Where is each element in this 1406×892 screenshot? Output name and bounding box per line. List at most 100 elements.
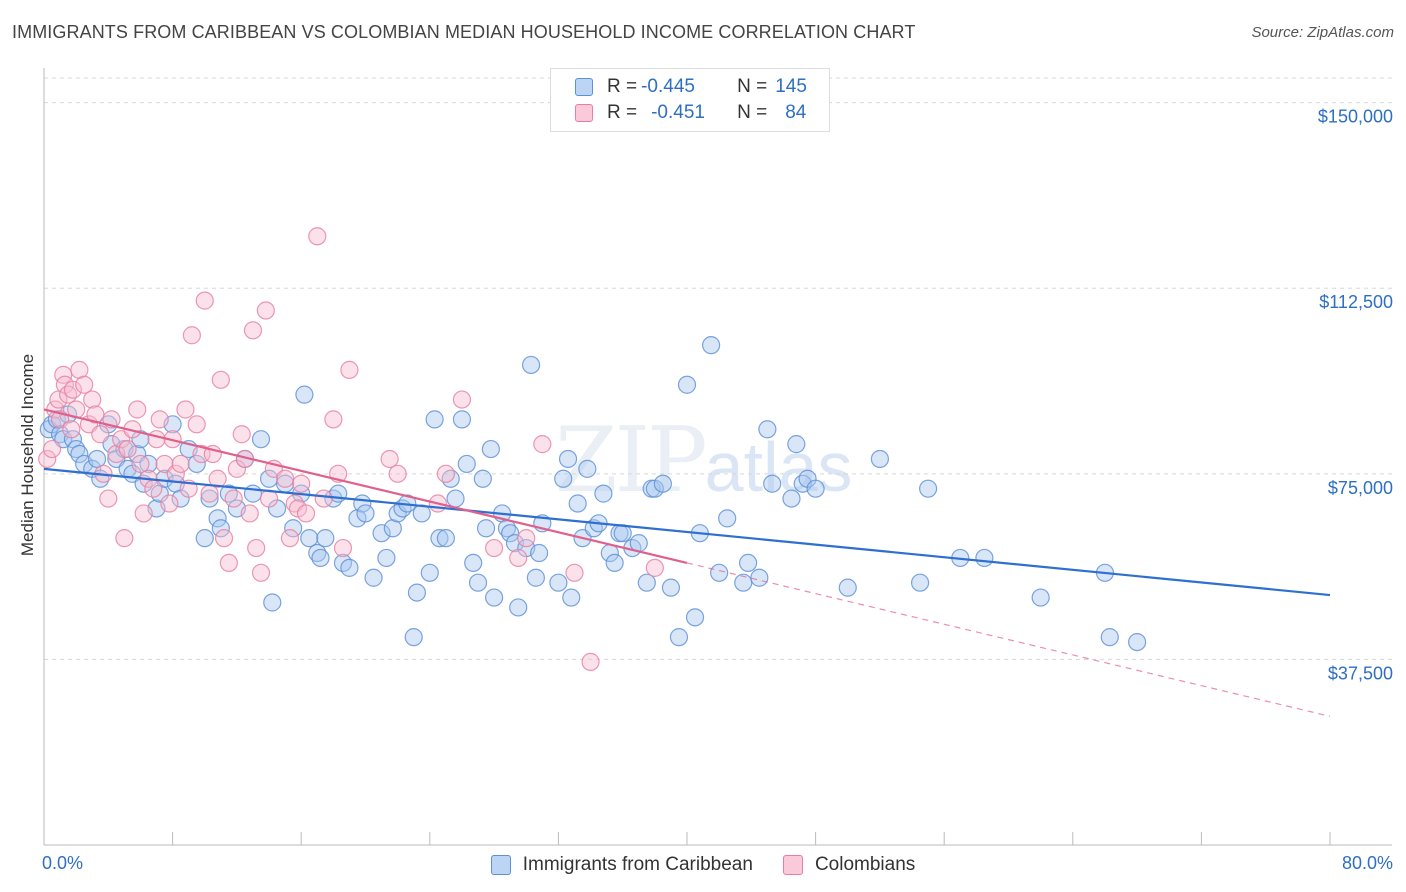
point-caribbean bbox=[910, 573, 930, 592]
point-colombians bbox=[436, 464, 455, 483]
series-legend: Immigrants from Caribbean Colombians bbox=[0, 852, 1406, 878]
point-caribbean bbox=[637, 573, 656, 592]
point-caribbean bbox=[1031, 588, 1050, 607]
point-colombians bbox=[42, 439, 62, 459]
point-caribbean bbox=[468, 573, 488, 592]
point-caribbean bbox=[284, 519, 303, 538]
point-caribbean bbox=[554, 469, 573, 488]
series-swatch-blue bbox=[490, 855, 511, 875]
y-axis-title: Median Household Income bbox=[18, 353, 37, 557]
point-caribbean bbox=[530, 543, 549, 563]
point-colombians bbox=[62, 420, 81, 439]
trend-line-colombians-extension bbox=[686, 562, 1331, 717]
point-colombians bbox=[292, 474, 311, 493]
point-caribbean bbox=[485, 588, 504, 607]
point-caribbean bbox=[568, 494, 587, 513]
legend-r-value: -0.451 bbox=[651, 102, 705, 123]
point-colombians bbox=[219, 553, 238, 573]
source-label: Source: ZipAtlas.com bbox=[1251, 24, 1394, 41]
point-caribbean bbox=[195, 529, 214, 548]
point-caribbean bbox=[505, 534, 525, 553]
point-caribbean bbox=[521, 355, 541, 375]
point-caribbean bbox=[407, 583, 427, 602]
point-caribbean bbox=[187, 454, 206, 474]
point-caribbean bbox=[685, 608, 705, 627]
series-legend-caribbean: Immigrants from Caribbean bbox=[490, 852, 753, 878]
point-caribbean bbox=[295, 385, 314, 404]
point-colombians bbox=[256, 301, 275, 320]
legend-swatch-pink bbox=[575, 104, 593, 122]
legend-n-value: 84 bbox=[785, 102, 807, 123]
x-tick-label: 0.0% bbox=[42, 853, 83, 873]
point-caribbean bbox=[605, 553, 624, 573]
legend-n-value: 145 bbox=[775, 76, 807, 97]
point-colombians bbox=[75, 375, 94, 394]
point-caribbean bbox=[549, 573, 568, 592]
point-colombians bbox=[485, 538, 504, 558]
point-colombians bbox=[99, 489, 118, 508]
watermark-atlas: atlas bbox=[704, 428, 853, 506]
point-caribbean bbox=[243, 484, 263, 503]
point-caribbean bbox=[211, 519, 230, 538]
point-caribbean bbox=[263, 593, 282, 612]
point-colombians bbox=[333, 538, 353, 558]
trend-line-caribbean bbox=[43, 467, 1331, 597]
point-colombians bbox=[308, 227, 327, 246]
point-caribbean bbox=[251, 430, 271, 449]
point-colombians bbox=[340, 360, 359, 379]
point-caribbean bbox=[300, 529, 319, 548]
point-caribbean bbox=[653, 474, 672, 493]
point-colombians bbox=[232, 425, 251, 444]
y-tick-label: $75,000 bbox=[1328, 478, 1393, 498]
point-caribbean bbox=[340, 558, 359, 577]
legend-n-label: N = bbox=[737, 76, 768, 97]
point-colombians bbox=[247, 538, 266, 558]
point-caribbean bbox=[430, 529, 449, 548]
point-colombians bbox=[240, 504, 259, 523]
x-tick-label: 80.0% bbox=[1342, 853, 1393, 873]
point-colombians bbox=[214, 529, 234, 548]
point-colombians bbox=[533, 435, 552, 454]
point-caribbean bbox=[526, 568, 545, 587]
point-caribbean bbox=[70, 444, 89, 464]
point-caribbean bbox=[594, 484, 613, 503]
point-colombians bbox=[182, 326, 201, 345]
point-colombians bbox=[565, 563, 584, 582]
point-caribbean bbox=[710, 563, 729, 582]
point-caribbean bbox=[364, 568, 383, 587]
point-caribbean bbox=[806, 479, 825, 498]
point-caribbean bbox=[481, 439, 500, 459]
point-caribbean bbox=[919, 479, 938, 498]
trend-line-colombians bbox=[43, 408, 688, 564]
point-colombians bbox=[243, 321, 263, 340]
point-colombians bbox=[324, 410, 343, 429]
series-legend-colombians: Colombians bbox=[782, 852, 915, 878]
point-colombians bbox=[38, 449, 57, 469]
point-caribbean bbox=[372, 524, 391, 543]
y-tick-label: $150,000 bbox=[1318, 107, 1393, 127]
point-colombians bbox=[509, 548, 528, 568]
point-colombians bbox=[176, 400, 195, 419]
legend-r-value: -0.445 bbox=[641, 76, 695, 97]
legend-n-label: N = bbox=[737, 102, 768, 123]
chart-title: IMMIGRANTS FROM CARIBBEAN VS COLOMBIAN M… bbox=[12, 22, 916, 42]
y-tick-label: $112,500 bbox=[1319, 292, 1393, 312]
point-colombians bbox=[380, 449, 399, 469]
point-caribbean bbox=[473, 469, 492, 488]
point-colombians bbox=[200, 484, 219, 503]
point-colombians bbox=[276, 469, 295, 488]
point-caribbean bbox=[67, 439, 86, 459]
legend-r-label: R = bbox=[607, 102, 638, 123]
point-caribbean bbox=[558, 449, 578, 469]
point-caribbean bbox=[562, 588, 581, 607]
point-caribbean bbox=[425, 410, 444, 429]
series-label-caribbean: Immigrants from Caribbean bbox=[522, 854, 753, 875]
point-colombians bbox=[115, 529, 134, 548]
point-caribbean bbox=[420, 563, 439, 582]
point-caribbean bbox=[446, 489, 465, 508]
point-caribbean bbox=[763, 474, 782, 493]
point-colombians bbox=[517, 529, 536, 548]
point-colombians bbox=[147, 430, 166, 449]
point-colombians bbox=[208, 469, 227, 488]
point-caribbean bbox=[578, 459, 597, 478]
